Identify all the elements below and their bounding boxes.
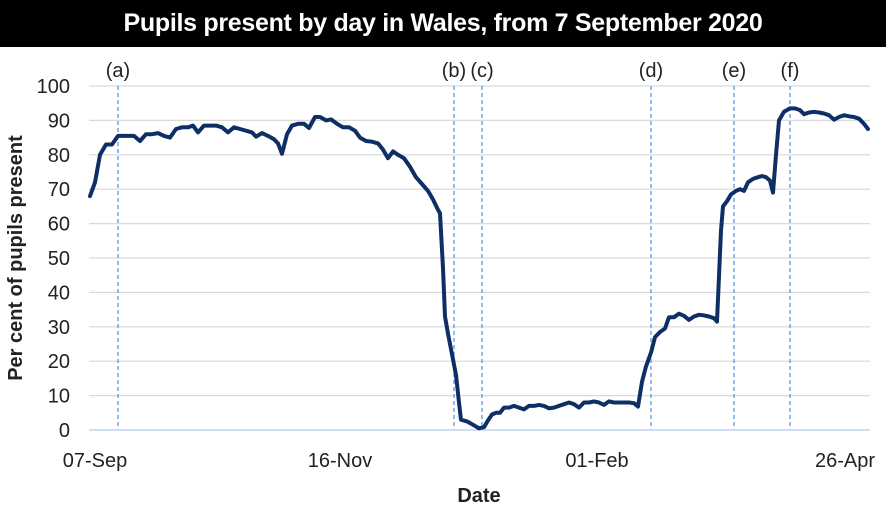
y-tick-label: 30 <box>48 317 70 339</box>
x-tick-label: 01-Feb <box>565 450 628 472</box>
y-tick-label: 60 <box>48 214 70 236</box>
event-marker-label: (f) <box>781 60 800 82</box>
x-axis-title: Date <box>457 485 500 507</box>
event-marker-label: (e) <box>722 60 746 82</box>
event-marker-label: (a) <box>106 60 130 82</box>
y-tick-label: 70 <box>48 179 70 201</box>
chart-title: Pupils present by day in Wales, from 7 S… <box>123 9 763 37</box>
x-axis-ticks: 07-Sep 16-Nov 01-Feb 26-Apr <box>63 450 876 472</box>
y-axis-title: Per cent of pupils present <box>5 135 27 381</box>
y-tick-label: 0 <box>59 420 70 442</box>
event-marker-label: (d) <box>639 60 663 82</box>
y-tick-label: 90 <box>48 110 70 132</box>
event-marker-label: (b) <box>442 60 466 82</box>
y-tick-label: 100 <box>37 76 70 98</box>
y-tick-label: 80 <box>48 145 70 167</box>
attendance-line <box>88 106 870 431</box>
y-tick-label: 40 <box>48 282 70 304</box>
y-axis-ticks: 0 10 20 30 40 50 60 70 80 90 100 <box>37 76 70 442</box>
title-bar: Pupils present by day in Wales, from 7 S… <box>0 0 886 47</box>
y-tick-label: 20 <box>48 351 70 373</box>
gridlines <box>89 85 870 397</box>
x-tick-label: 26-Apr <box>815 450 875 472</box>
event-marker-label: (c) <box>470 60 493 82</box>
y-tick-label: 10 <box>48 386 70 408</box>
event-markers: (a) (b) (c) (d) (e) (f) <box>106 60 800 430</box>
x-tick-label: 16-Nov <box>308 450 372 472</box>
y-tick-label: 50 <box>48 248 70 270</box>
x-tick-label: 07-Sep <box>63 450 128 472</box>
